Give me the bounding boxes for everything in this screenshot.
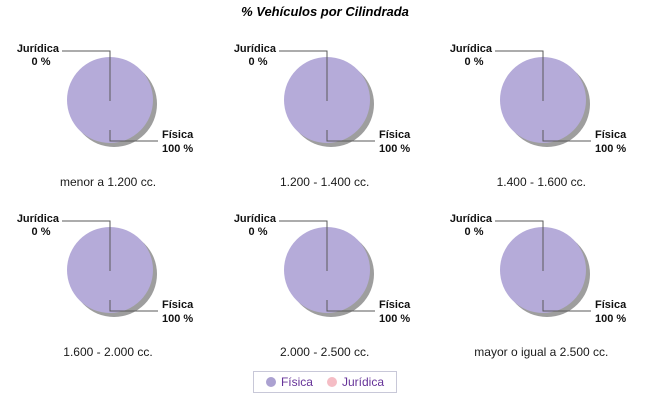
category-label: 2.000 - 2.500 cc. — [279, 345, 370, 359]
juridica-callout-value: 0 % — [465, 56, 484, 68]
juridica-callout-value: 0 % — [32, 226, 51, 238]
fisica-leader-line — [109, 300, 158, 312]
pie-chart: Jurídica 0 % Física 100 % — [17, 213, 194, 325]
fisica-callout-value: 100 % — [595, 313, 626, 325]
fisica-callout-value: 100 % — [379, 143, 410, 155]
fisica-callout-label: Física — [595, 299, 627, 311]
pie-chart-cell: Jurídica 0 % Física 100 % 1.200 - 1.400 … — [217, 28, 433, 198]
juridica-callout-label: Jurídica — [233, 213, 276, 225]
legend: Física Jurídica — [252, 371, 398, 393]
fisica-callout-label: Física — [379, 299, 411, 311]
fisica-callout-label: Física — [162, 129, 194, 141]
pie-chart-cell: Jurídica 0 % Física 100 % mayor o igual … — [433, 198, 649, 368]
fisica-leader-line — [542, 130, 592, 142]
juridica-callout-value: 0 % — [248, 226, 267, 238]
juridica-leader-line — [62, 220, 111, 271]
fisica-callout-value: 100 % — [379, 313, 410, 325]
juridica-callout-label: Jurídica — [450, 213, 493, 225]
fisica-callout-value: 100 % — [595, 143, 626, 155]
juridica-leader-line — [495, 50, 544, 101]
juridica-callout-label: Jurídica — [233, 43, 276, 55]
legend-label-juridica: Jurídica — [341, 375, 385, 389]
category-label: 1.600 - 2.000 cc. — [63, 345, 153, 359]
fisica-callout-label: Física — [379, 129, 411, 141]
juridica-leader-line — [62, 50, 111, 101]
fisica-leader-line — [109, 130, 158, 142]
juridica-callout-value: 0 % — [465, 226, 484, 238]
juridica-leader-line — [495, 220, 544, 271]
juridica-leader-line — [278, 50, 328, 101]
fisica-callout-label: Física — [162, 299, 194, 311]
category-label: menor a 1.200 cc. — [59, 175, 157, 189]
juridica-callout-value: 0 % — [32, 56, 51, 68]
pie-chart: Jurídica 0 % Física 100 % — [450, 43, 627, 155]
legend-label-fisica: Física — [280, 375, 313, 389]
category-label: 1.200 - 1.400 cc. — [279, 175, 370, 189]
pie-chart: Jurídica 0 % Física 100 % — [450, 213, 627, 325]
pie-chart-cell: Jurídica 0 % Física 100 % 1.600 - 2.000 … — [0, 198, 216, 368]
pie-chart: Jurídica 0 % Física 100 % — [17, 43, 194, 155]
fisica-leader-line — [326, 300, 375, 312]
pie-chart: Jurídica 0 % Física 100 % — [233, 213, 411, 325]
pie-chart: Jurídica 0 % Física 100 % — [233, 43, 411, 155]
legend-item-juridica: Jurídica — [326, 375, 385, 389]
fisica-callout-value: 100 % — [162, 143, 193, 155]
legend-item-fisica: Física — [265, 375, 313, 389]
pie-grid: Jurídica 0 % Física 100 % menor a 1.200 … — [0, 28, 650, 368]
legend-row: Física Jurídica — [0, 371, 650, 393]
juridica-callout-label: Jurídica — [450, 43, 493, 55]
fisica-leader-line — [326, 130, 375, 142]
pie-chart-cell: Jurídica 0 % Física 100 % 2.000 - 2.500 … — [217, 198, 433, 368]
fisica-callout-label: Física — [595, 129, 627, 141]
juridica-callout-label: Jurídica — [17, 213, 60, 225]
juridica-callout-value: 0 % — [248, 56, 267, 68]
category-label: mayor o igual a 2.500 cc. — [474, 345, 609, 359]
juridica-leader-line — [278, 220, 328, 271]
category-label: 1.400 - 1.600 cc. — [496, 175, 587, 189]
fisica-leader-line — [542, 300, 592, 312]
pie-chart-cell: Jurídica 0 % Física 100 % menor a 1.200 … — [0, 28, 216, 198]
juridica-swatch-icon — [326, 377, 337, 387]
fisica-swatch-icon — [265, 377, 276, 387]
pie-chart-cell: Jurídica 0 % Física 100 % 1.400 - 1.600 … — [433, 28, 649, 198]
fisica-callout-value: 100 % — [162, 313, 193, 325]
chart-title: % Vehículos por Cilindrada — [241, 4, 409, 19]
juridica-callout-label: Jurídica — [17, 43, 60, 55]
